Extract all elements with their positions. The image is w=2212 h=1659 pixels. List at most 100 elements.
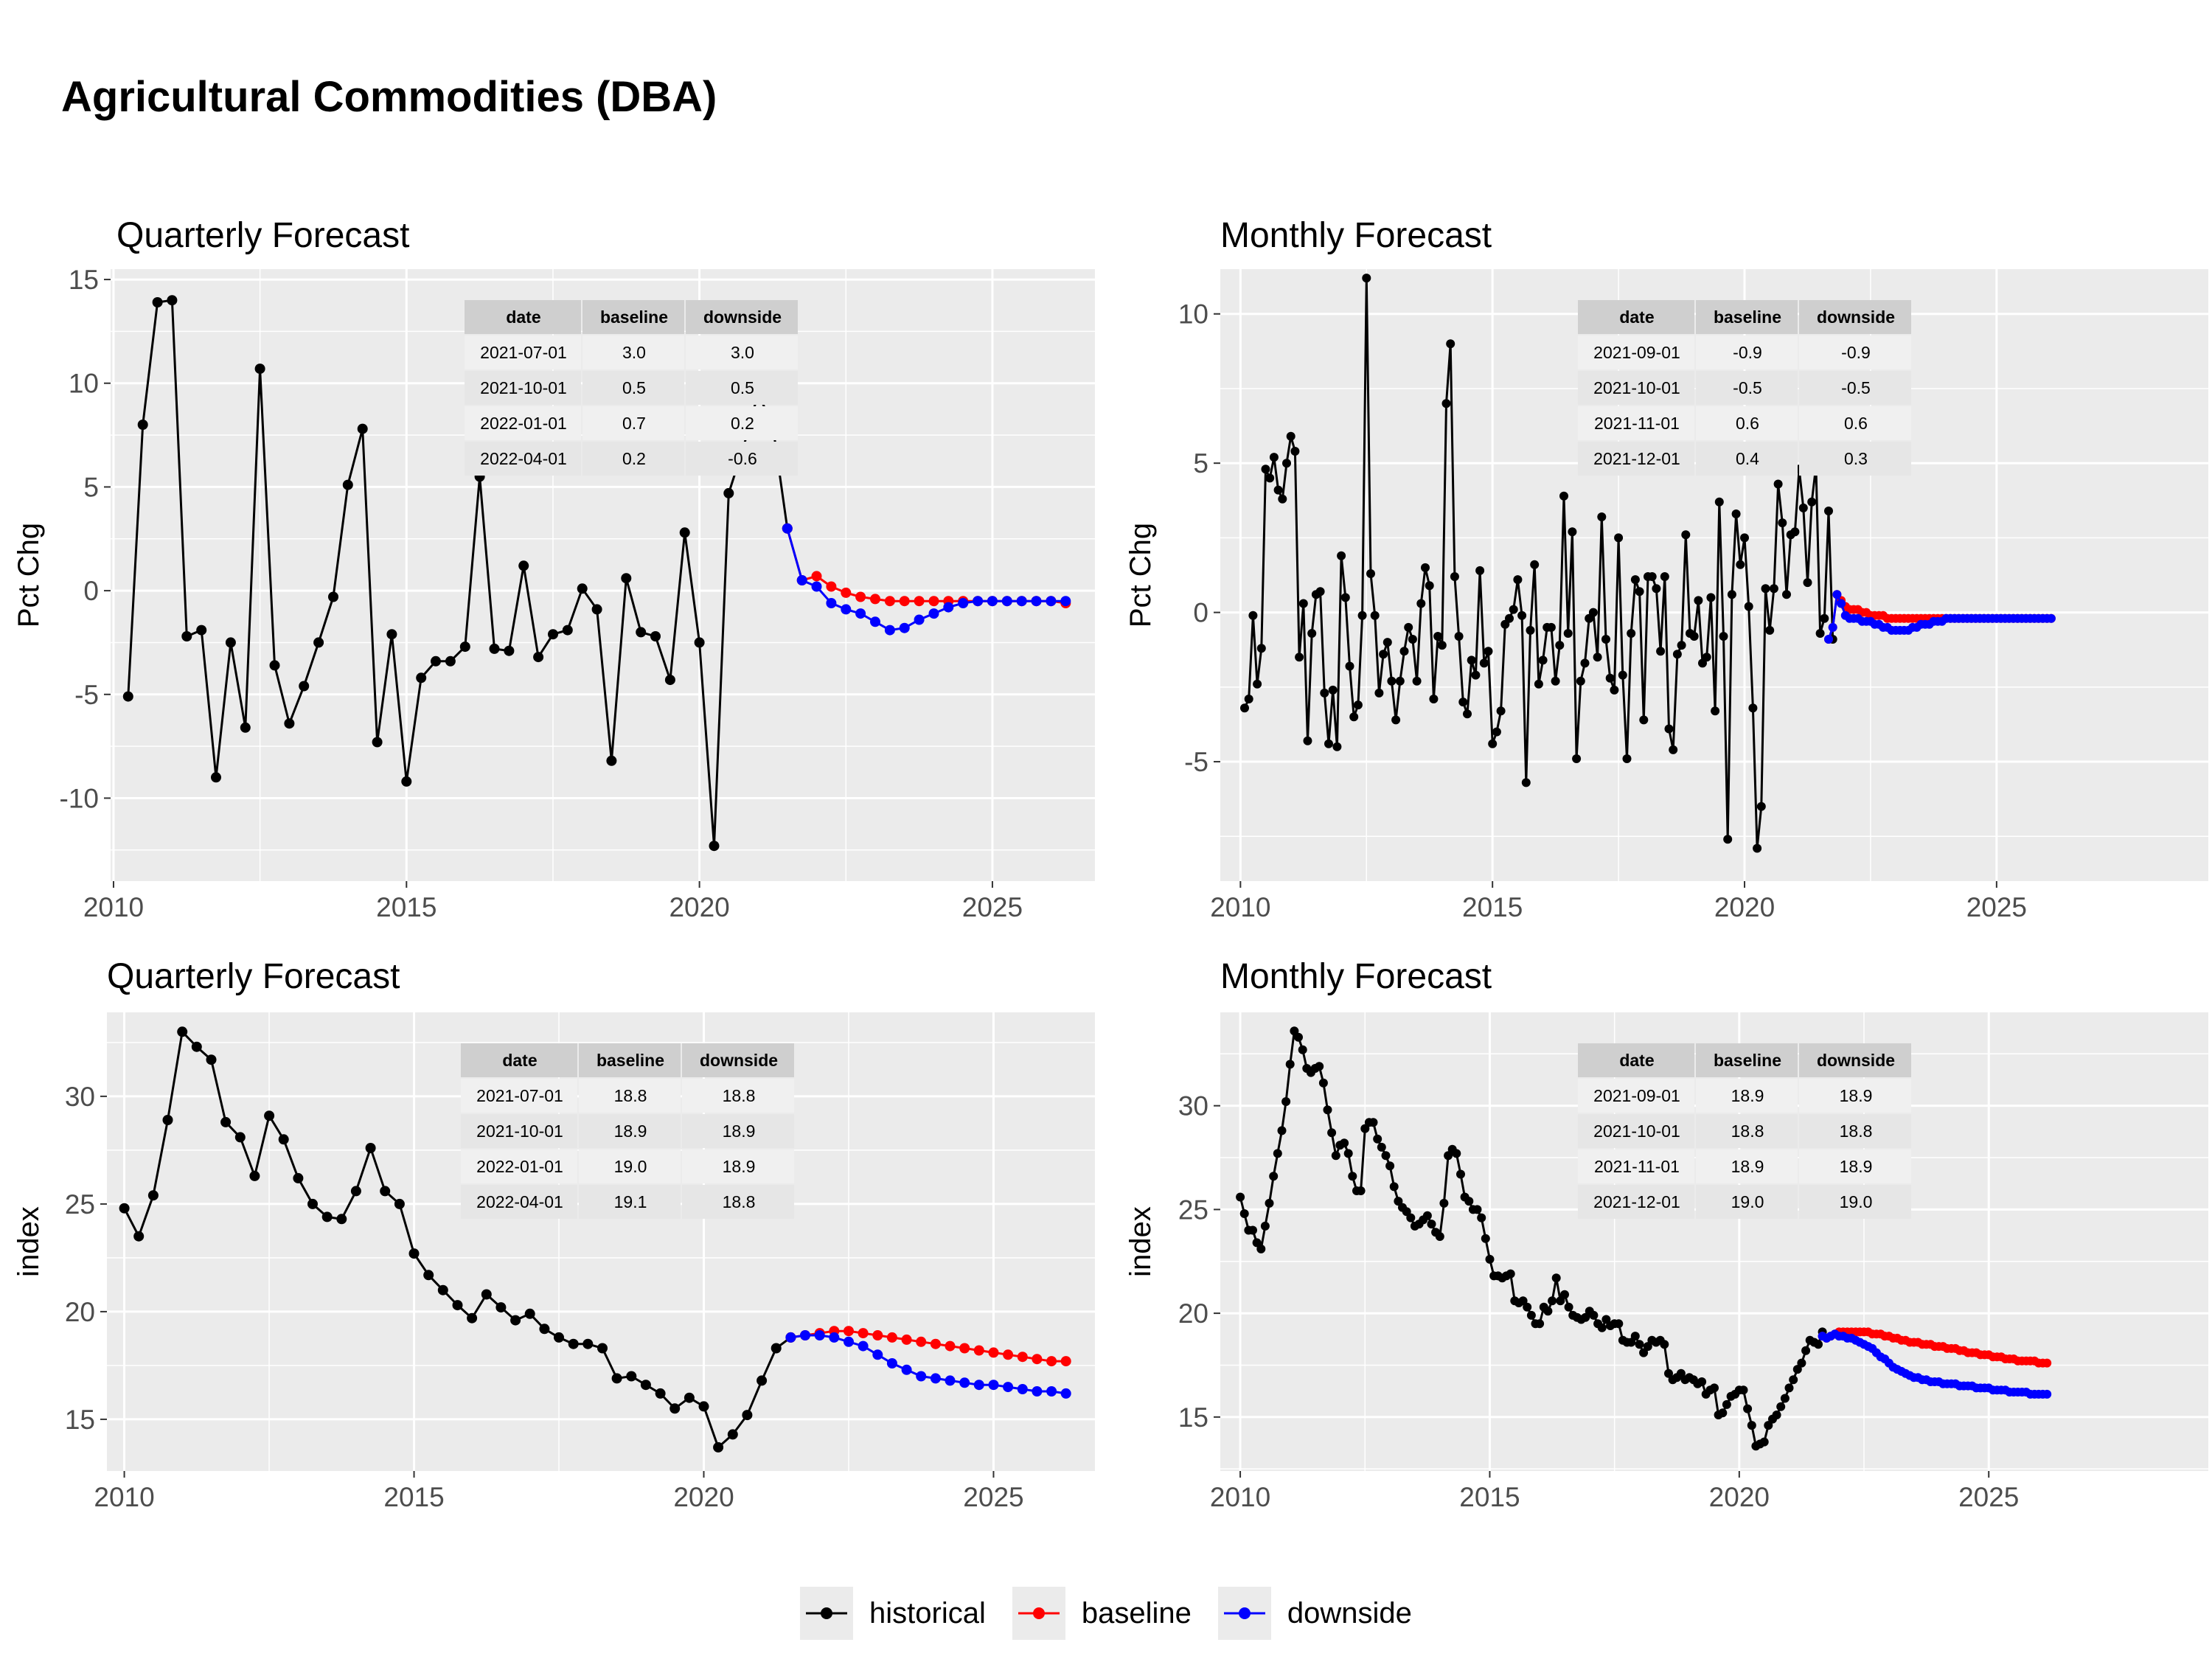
table-cell-value: -0.6 [728,449,757,468]
y-tick-label: -5 [74,680,99,710]
historical-point [1277,1126,1287,1135]
table-cell-value: 3.0 [622,343,646,362]
historical-point [254,364,265,375]
downside-point [1032,1386,1043,1397]
historical-point [1456,1169,1465,1179]
historical-point [196,625,207,636]
table-cell [1799,1185,1911,1219]
table-header-cell [686,300,798,334]
historical-point [1435,1232,1444,1241]
historical-point [313,637,324,648]
table-header-cell [1799,1043,1911,1077]
historical-point [1377,1142,1386,1152]
table-header-baseline: baseline [1714,307,1781,327]
table-cell [1578,1114,1694,1148]
historical-point [394,1198,405,1209]
downside-point [987,596,998,607]
table-cell-value: -0.9 [1733,343,1762,362]
historical-point [1285,1060,1295,1069]
historical-point [1256,1244,1266,1253]
baseline-point [886,1332,897,1343]
table-header-date: date [1619,1051,1654,1070]
downside-point [1003,1382,1014,1393]
figure-title: Agricultural Commodities (DBA) [61,73,717,121]
downside-point [1828,622,1837,632]
historical-point [611,1373,622,1384]
table-cell [465,406,581,440]
historical-point [1523,1302,1532,1312]
downside-point [914,614,925,625]
downside-point [973,596,984,607]
historical-point [1601,1315,1611,1324]
y-tick-label: 30 [65,1082,95,1112]
y-tick-label: 5 [1193,448,1208,479]
legend: historical baseline downside [800,1584,1439,1643]
historical-point [445,655,456,667]
table-header-cell [1578,300,1694,334]
table-cell-value: 2021-12-01 [1593,449,1680,468]
historical-point [1324,739,1333,748]
historical-point [416,672,427,684]
historical-point [723,487,734,498]
historical-point [1676,1368,1686,1378]
y-axis-label: index [13,1206,45,1277]
historical-point [1395,676,1405,686]
table-cell [1799,1079,1911,1113]
table-cell-value: 2022-01-01 [476,1157,563,1176]
historical-point [1496,706,1506,716]
downside-point [785,1332,796,1343]
historical-point [1240,703,1249,713]
historical-point [1660,572,1669,581]
table-cell [1578,406,1694,440]
table-cell-value: 18.9 [723,1121,756,1141]
historical-point [1801,1346,1811,1355]
historical-point [1282,459,1291,468]
historical-point [1370,611,1380,620]
historical-point [1505,613,1514,623]
historical-point [1776,1402,1786,1411]
historical-point [669,1403,681,1414]
y-tick-label: 15 [65,1405,95,1435]
table-cell-value: 2021-11-01 [1594,414,1680,433]
table-cell [686,406,798,440]
table-cell [579,1150,681,1183]
historical-point [1702,653,1711,662]
historical-point [1551,1273,1561,1283]
baseline-point [959,1343,970,1354]
x-tick-label: 2010 [83,892,144,922]
historical-point [1764,1421,1773,1430]
historical-point [336,1214,347,1225]
legend-item-downside: downside [1217,1587,1412,1640]
historical-point [1630,575,1640,585]
historical-point [1343,1149,1353,1158]
historical-point [1485,1254,1495,1264]
historical-point [1744,602,1753,611]
downside-point [884,625,895,636]
historical-point [1739,1385,1748,1395]
historical-point [1614,1319,1624,1329]
table-header-cell [1578,1043,1694,1077]
table-cell-value: 0.4 [1736,449,1759,468]
y-tick-label: 5 [83,472,99,502]
historical-point [1391,715,1401,725]
table-header-cell [461,1043,577,1077]
historical-point [1820,613,1829,623]
historical-point [1589,1310,1599,1320]
table-cell [582,406,684,440]
historical-point [709,841,720,852]
historical-point [1446,339,1455,349]
table-cell [1578,335,1694,369]
panel-title: Quarterly Forecast [116,216,409,255]
historical-point [694,637,705,648]
table-cell [465,335,581,369]
legend-key-baseline [1012,1587,1065,1640]
historical-point [1526,625,1535,635]
historical-point [1652,584,1661,594]
historical-point [249,1170,260,1181]
table-cell [1578,1150,1694,1183]
historical-point [1269,453,1279,462]
historical-point [372,737,383,748]
historical-point [1551,676,1560,686]
